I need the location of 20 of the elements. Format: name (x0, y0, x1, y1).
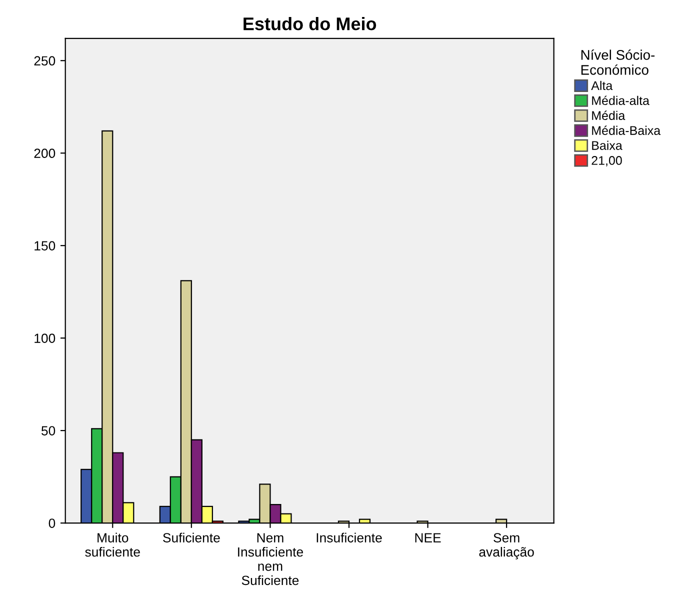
y-tick-label: 0 (48, 518, 56, 528)
legend-label: Média (592, 110, 626, 120)
x-tick-label: Suficiente (163, 532, 220, 542)
x-tick-label: Muito suficiente (85, 532, 140, 557)
legend-label: Alta (591, 80, 613, 90)
y-tick-label: 150 (34, 241, 56, 250)
x-tick-label: Insuficiente (316, 532, 382, 542)
legend-label: Média-Baixa (592, 126, 661, 135)
chart-title: Estudo do Meio (244, 16, 376, 30)
x-tick-label: Nem Insuficiente nem Suficiente (238, 533, 303, 586)
y-tick-label: 250 (34, 56, 56, 66)
legend-label: 21,00 (592, 156, 622, 166)
y-tick-label: 100 (34, 334, 56, 343)
x-tick-label: NEE (415, 533, 441, 542)
legend-label: Baixa (592, 140, 622, 150)
legend-label: Média-alta (592, 96, 650, 106)
x-tick-label: Sem avaliação (479, 533, 534, 560)
legend-title: Nível Sócio- Económico (581, 50, 655, 75)
y-tick-label: 200 (34, 148, 56, 158)
y-tick-label: 50 (41, 426, 56, 436)
